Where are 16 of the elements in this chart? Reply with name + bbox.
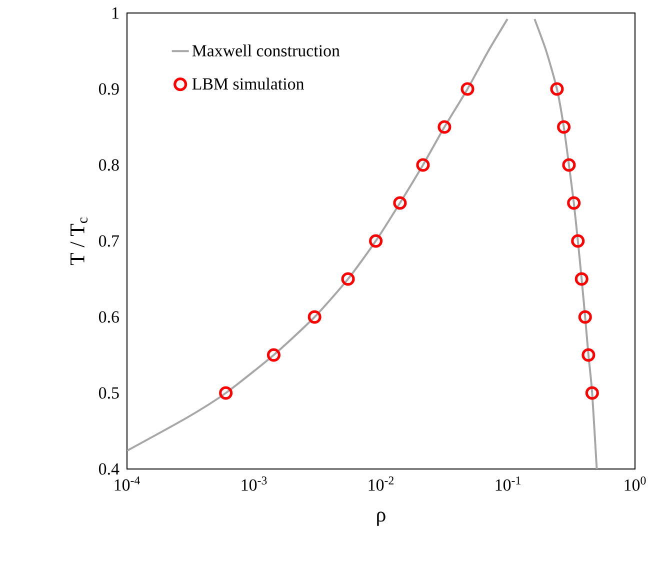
x-tick-label: 10$^{-1}$ [496, 476, 520, 491]
x-axis-title: ρ [377, 512, 386, 526]
y-tick-label: 0.6 [98, 311, 119, 323]
y-axis-title: T / T$_{c}$ [70, 218, 88, 266]
x-tick-label: 10$^{-4}$ [114, 476, 140, 491]
legend-label: Maxwell construction [192, 44, 340, 56]
x-tick-label: 10$^{-3}$ [242, 476, 267, 491]
y-tick-label: 1 [112, 7, 118, 19]
y-tick-label: 0.9 [98, 83, 119, 95]
legend-label: LBM simulation [192, 78, 304, 90]
x-tick-label: 10$^{0}$ [624, 476, 646, 491]
y-tick-label: 0.7 [98, 235, 120, 247]
y-tick-label: 0.4 [98, 463, 120, 475]
x-tick-label: 10$^{-2}$ [368, 476, 394, 491]
y-tick-label: 0.5 [98, 387, 119, 399]
y-tick-label: 0.8 [98, 159, 119, 171]
